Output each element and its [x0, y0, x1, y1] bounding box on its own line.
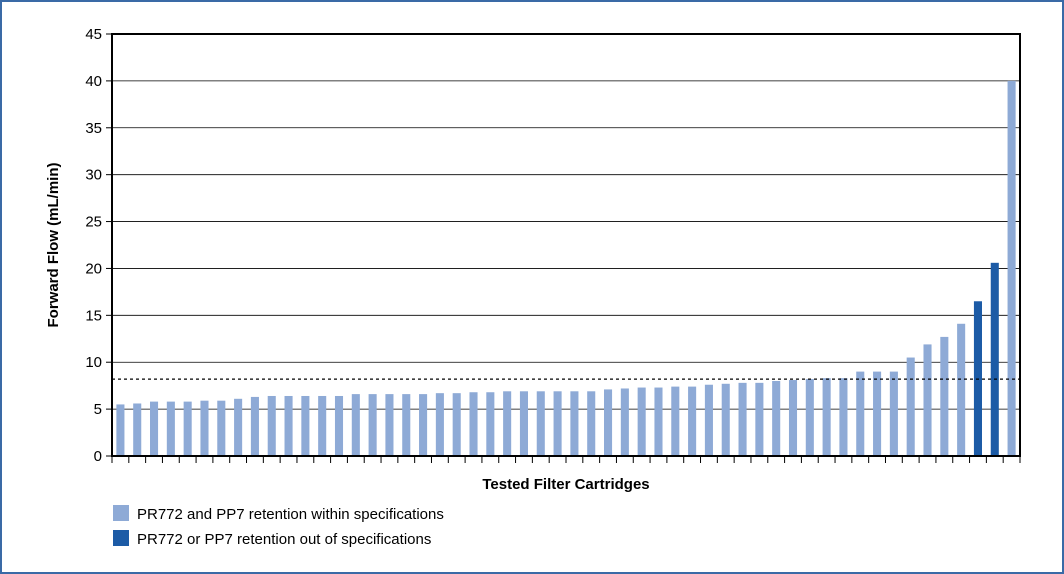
- legend-swatch-within: [113, 505, 129, 521]
- bar: [250, 396, 259, 456]
- bar: [503, 391, 512, 456]
- y-tick-label: 25: [85, 214, 102, 231]
- y-tick-label: 15: [85, 307, 102, 324]
- bar: [856, 371, 865, 456]
- bar: [604, 389, 613, 456]
- bar: [553, 391, 562, 456]
- bar: [873, 371, 882, 456]
- bar: [301, 395, 310, 456]
- bar: [923, 344, 932, 456]
- bar: [351, 394, 360, 456]
- plot-area: [111, 33, 1021, 457]
- bar: [419, 394, 428, 456]
- x-axis-ticks: [111, 456, 1021, 463]
- gridlines: [112, 80, 1020, 410]
- y-tick-label: 0: [94, 448, 102, 465]
- bar: [957, 323, 966, 456]
- bar: [166, 401, 175, 456]
- bar: [385, 394, 394, 456]
- x-axis-title: Tested Filter Cartridges: [482, 476, 649, 493]
- bar: [150, 401, 159, 456]
- bar: [486, 392, 495, 456]
- bar: [940, 336, 949, 456]
- bar: [200, 400, 209, 456]
- bar: [570, 391, 579, 456]
- bar: [368, 394, 377, 456]
- bar: [889, 371, 898, 456]
- bar: [788, 380, 798, 456]
- legend-label-within: PR772 and PP7 retention within specifica…: [137, 506, 444, 523]
- y-tick-label: 20: [85, 260, 102, 277]
- bars: [116, 80, 1016, 456]
- bar: [284, 395, 293, 456]
- bar: [839, 378, 848, 456]
- bar: [738, 382, 747, 456]
- bar: [536, 391, 545, 456]
- bar: [822, 378, 831, 456]
- y-tick-label: 45: [85, 26, 102, 43]
- legend: PR772 and PP7 retention within specifica…: [113, 505, 444, 548]
- bar: [721, 383, 730, 456]
- y-axis-ticks: 0 5 10 15 20 25 30 35 40 45: [85, 26, 112, 465]
- bar: [318, 395, 327, 456]
- bar: [704, 384, 713, 456]
- bar: [402, 394, 411, 456]
- y-axis-title: Forward Flow (mL/min): [45, 163, 62, 328]
- bar: [990, 262, 999, 456]
- bar: [587, 391, 596, 456]
- y-tick-label: 5: [94, 401, 102, 418]
- bar: [267, 395, 276, 456]
- bar: [906, 357, 915, 456]
- bar: [671, 386, 680, 456]
- plot-border: [111, 33, 1021, 457]
- bar: [234, 398, 243, 456]
- bar: [217, 400, 226, 456]
- y-tick-label: 30: [85, 167, 102, 184]
- bar: [133, 403, 142, 456]
- bar: [755, 382, 764, 456]
- bar: [637, 387, 646, 456]
- y-tick-label: 35: [85, 120, 102, 137]
- bar: [1007, 80, 1016, 456]
- bar: [334, 395, 344, 456]
- bar: [688, 386, 697, 456]
- y-tick-label: 10: [85, 354, 102, 371]
- bar: [452, 393, 461, 456]
- bar: [519, 391, 528, 456]
- y-tick-label: 40: [85, 73, 102, 90]
- legend-swatch-out: [113, 530, 129, 546]
- bar: [469, 392, 478, 456]
- legend-label-out: PR772 or PP7 retention out of specificat…: [137, 531, 431, 548]
- bar: [183, 401, 192, 456]
- bar: [772, 380, 781, 456]
- bar: [654, 387, 663, 456]
- bar: [620, 388, 629, 456]
- bar: [805, 379, 814, 456]
- bar: [435, 393, 444, 456]
- bar: [116, 404, 125, 456]
